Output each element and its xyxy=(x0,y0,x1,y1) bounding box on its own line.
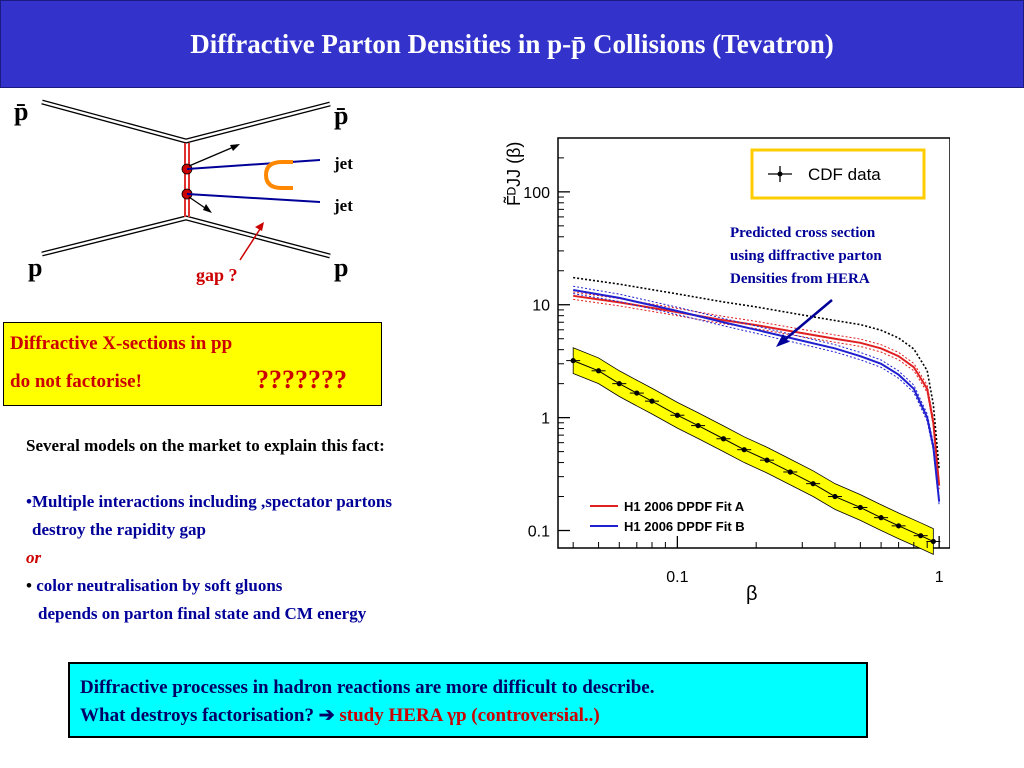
gap-arrow xyxy=(239,225,263,261)
fit-b-curve xyxy=(573,285,940,498)
non-factorisation-callout: Diffractive X-sections in pp do not fact… xyxy=(3,322,382,406)
gap-arrow-head xyxy=(255,222,264,231)
model-2-text: color neutralisation by soft gluons xyxy=(36,576,283,595)
label-gap: gap ? xyxy=(196,265,238,285)
x-axis-label: β xyxy=(746,583,758,605)
cdf-data-point xyxy=(896,523,902,529)
cdf-data-point xyxy=(695,422,701,429)
cdf-data-line xyxy=(572,360,934,542)
conclusion-arrow: ➔ xyxy=(318,705,335,726)
y-tick-label: 1 xyxy=(541,411,550,428)
legend-fit-a-label: H1 2006 DPDF Fit A xyxy=(624,499,745,514)
cdf-data-point xyxy=(930,538,936,545)
fit-a-curve xyxy=(573,298,940,490)
y-tick-label: 0.1 xyxy=(528,524,550,541)
pbar-line-inner xyxy=(41,100,331,143)
model-1-line-1: •Multiple interactions including ,specta… xyxy=(26,492,392,511)
cdf-data-point xyxy=(832,493,838,500)
cdf-data-point xyxy=(787,469,793,475)
cdf-data-point xyxy=(857,504,863,511)
label-pbar-right: p̄ xyxy=(334,101,348,130)
x-tick-label: 1 xyxy=(935,569,944,586)
model-2-bullet: • xyxy=(26,576,32,595)
p-line-outer xyxy=(41,215,331,259)
conclusion-line-2: What destroys factorisation? ➔ study HER… xyxy=(80,702,866,730)
model-2-line-2: depends on parton final state and CM ene… xyxy=(38,604,367,623)
prediction-note-line-1: Predicted cross section xyxy=(730,225,876,241)
cdf-uncertainty-band xyxy=(572,347,934,555)
slide-title: Diffractive Parton Densities in p-p̄ Col… xyxy=(190,28,834,59)
arrow-upper-head xyxy=(230,144,240,151)
cdf-data-point xyxy=(810,481,816,487)
label-jet-1: jet xyxy=(333,154,353,173)
conclusion-line-1: Diffractive processes in hadron reaction… xyxy=(80,677,655,698)
cdf-data-point xyxy=(570,358,576,364)
cdf-data-point xyxy=(741,447,747,453)
model-1-line-2: destroy the rapidity gap xyxy=(32,520,206,539)
diffraction-diagram: p̄ p̄ p p jet jet gap ? xyxy=(14,97,353,285)
prediction-note-line-3: Densities from HERA xyxy=(730,271,870,287)
fit-b-curve xyxy=(573,293,940,506)
conclusion-box: Diffractive processes in hadron reaction… xyxy=(68,662,868,738)
callout-question-marks: ??????? xyxy=(256,365,347,394)
cdf-data-point xyxy=(649,398,655,404)
callout-line-2: do not factorise! xyxy=(10,371,142,392)
cdf-data-point xyxy=(878,515,884,521)
cdf-data-point xyxy=(764,457,770,463)
fit-b-curve xyxy=(573,289,941,502)
p-line-inner xyxy=(41,216,331,258)
cdf-data-point xyxy=(616,381,622,387)
prediction-arrow xyxy=(781,299,833,343)
models-list: Several models on the market to explain … xyxy=(26,432,392,628)
pbar-line-outer xyxy=(41,99,331,144)
slide-title-bar: Diffractive Parton Densities in p-p̄ Col… xyxy=(0,0,1024,88)
jet-line-upper xyxy=(186,159,321,170)
prediction-dotted-curve xyxy=(573,276,940,470)
cdf-data-point xyxy=(674,412,680,418)
y-tick-label: 10 xyxy=(532,298,550,315)
legend-fit-b-label: H1 2006 DPDF Fit B xyxy=(624,519,745,534)
y-axis-label: F̃ᴰJJ (β) xyxy=(503,142,524,206)
label-jet-2: jet xyxy=(333,196,353,215)
conclusion-red-text: study HERA γp (controversial..) xyxy=(339,705,600,726)
label-p-right: p xyxy=(334,253,348,282)
legend-data-marker-dot xyxy=(777,171,783,177)
plot-frame xyxy=(557,137,950,549)
prediction-note: Predicted cross section using diffractiv… xyxy=(730,222,882,291)
x-tick-label: 0.1 xyxy=(666,569,688,586)
label-pbar-left: p̄ xyxy=(14,97,28,126)
jet-line-lower xyxy=(186,193,321,203)
or-label: or xyxy=(26,548,42,567)
legend-data-label: CDF data xyxy=(808,165,881,184)
color-bracket xyxy=(263,160,293,190)
cdf-data-point xyxy=(634,390,640,396)
y-tick-label: 100 xyxy=(523,185,550,202)
fit-a-curve xyxy=(573,291,940,482)
cdf-data-point xyxy=(918,533,924,539)
models-intro: Several models on the market to explain … xyxy=(26,436,385,455)
prediction-arrow-head xyxy=(776,334,789,347)
arrow-lower-head xyxy=(203,204,212,213)
conclusion-question: What destroys factorisation? xyxy=(80,705,319,726)
label-p-left: p xyxy=(28,253,42,282)
prediction-note-line-2: using diffractive parton xyxy=(730,248,882,264)
fjj-beta-plot: 0.1 1 10 100 0.1 1 CDF data H1 2006 DPDF Fit … xyxy=(503,137,950,605)
arrow-upper xyxy=(188,145,237,167)
cdf-data-point xyxy=(720,436,727,442)
callout-line-1: Diffractive X-sections in pp xyxy=(10,333,233,354)
cdf-data-point xyxy=(595,368,602,374)
model-2-line-1: • color neutralisation by soft gluons xyxy=(26,572,392,600)
